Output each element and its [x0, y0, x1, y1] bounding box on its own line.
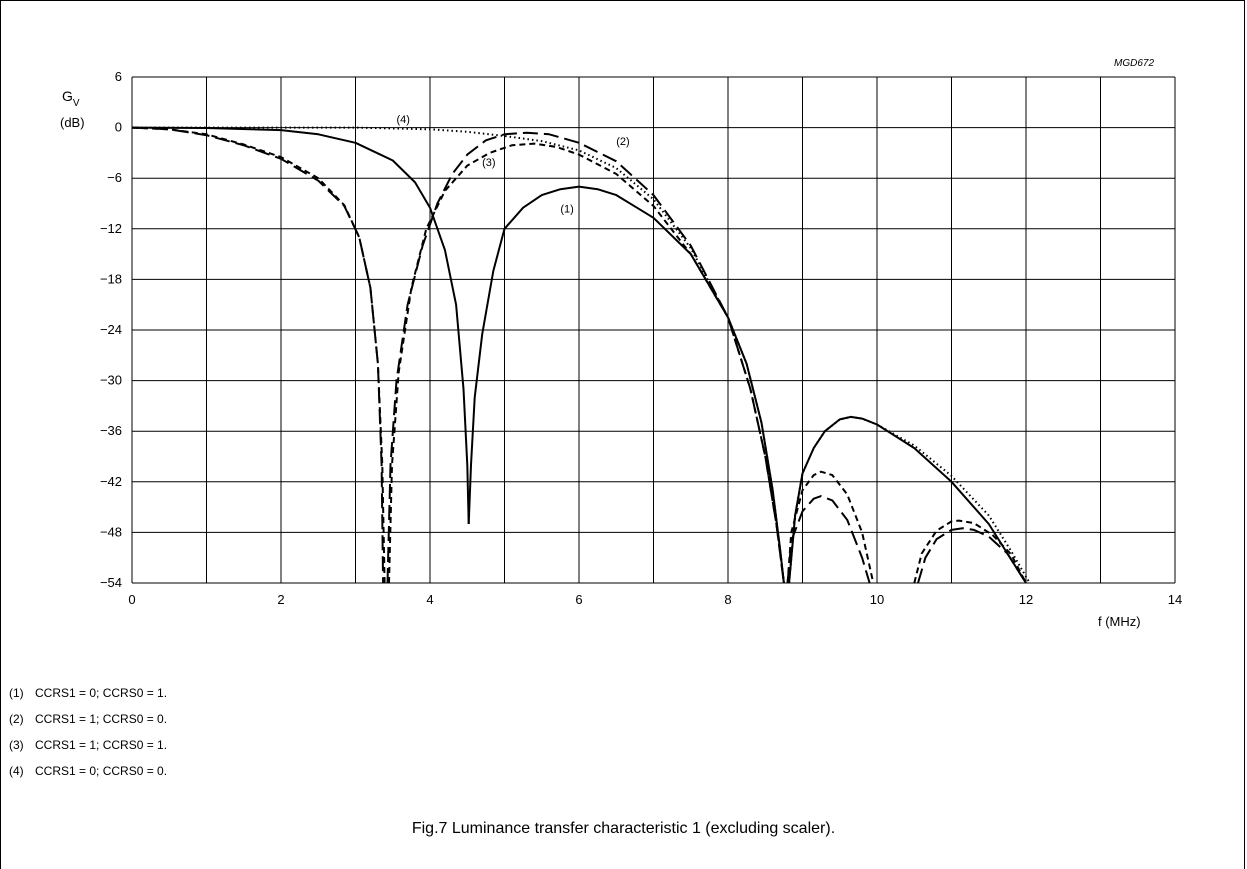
y-axis-unit: (dB) — [60, 115, 85, 130]
x-tick-label: 0 — [128, 592, 135, 607]
figure-caption: Fig.7 Luminance transfer characteristic … — [411, 820, 836, 837]
legend-item: (3) CCRS1 = 1; CCRS0 = 1. — [9, 738, 167, 752]
series-line — [131, 126, 470, 525]
series-line — [913, 519, 1027, 584]
legend-number: (2) — [9, 712, 24, 726]
chart-grid — [131, 76, 1176, 584]
legend-number: (3) — [9, 738, 24, 752]
x-tick-label: 12 — [1019, 592, 1033, 607]
legend-text: CCRS1 = 1; CCRS0 = 0. — [35, 712, 168, 726]
y-tick-label: −36 — [100, 423, 122, 438]
x-tick-label: 8 — [724, 592, 731, 607]
series-3 — [131, 126, 1027, 584]
legend-item: (1) CCRS1 = 0; CCRS0 = 1. — [9, 686, 167, 700]
x-tick-label: 14 — [1168, 592, 1182, 607]
x-tick-label: 2 — [277, 592, 284, 607]
series-line — [386, 131, 785, 584]
y-tick-label: −54 — [100, 575, 122, 590]
y-tick-label: −30 — [100, 373, 122, 388]
legend-text: CCRS1 = 1; CCRS0 = 1. — [35, 738, 168, 752]
series-line — [786, 495, 871, 584]
series-line — [131, 126, 385, 584]
y-axis-label-main: G — [62, 88, 73, 104]
series-line — [788, 415, 1031, 584]
series-line — [788, 415, 1027, 584]
series-line — [917, 527, 1027, 584]
y-tick-label: −48 — [100, 524, 122, 539]
curve-label: (4) — [396, 114, 409, 126]
chart-curves — [131, 126, 1031, 584]
y-tick-label: 6 — [115, 69, 122, 84]
y-tick-label: −6 — [107, 170, 122, 185]
legend-item: (4) CCRS1 = 0; CCRS0 = 0. — [9, 764, 167, 778]
y-tick-label: 0 — [115, 120, 122, 135]
legend-text: CCRS1 = 0; CCRS0 = 1. — [35, 686, 168, 700]
series-line — [388, 142, 785, 584]
axis-ticks: 6 0 −6 −12 −18 −24 −30 −36 −42 −48 −54 0 2 4 6 8 10 12 14 — [100, 69, 1182, 607]
y-tick-label: −12 — [100, 221, 122, 236]
series-line — [467, 185, 785, 584]
series-4 — [132, 126, 1031, 584]
curve-label: (2) — [616, 136, 629, 148]
luminance-chart: 60−6−12−18−24−30−36−42−48−540 2 4 6 8 10 12 14 … — [60, 69, 1182, 629]
curve-label: (1) — [560, 204, 573, 216]
x-tick-label: 10 — [870, 592, 884, 607]
curve-label: (3) — [482, 157, 495, 169]
y-axis-label: GV — [62, 88, 80, 109]
series-line — [131, 126, 386, 584]
y-tick-label: −18 — [100, 271, 122, 286]
figure-id: MGD672 — [1114, 58, 1155, 69]
series-line — [786, 470, 875, 584]
curve-labels: (4) (2) (3) (1) — [396, 114, 629, 215]
legend-number: (4) — [9, 764, 24, 778]
y-tick-label: −24 — [100, 322, 122, 337]
series-line — [132, 126, 785, 584]
legend-number: (1) — [9, 686, 24, 700]
x-axis-label: f (MHz) — [1098, 614, 1141, 629]
y-axis-label-sub: V — [73, 98, 80, 109]
x-tick-label: 6 — [575, 592, 582, 607]
legend-text: CCRS1 = 0; CCRS0 = 0. — [35, 764, 168, 778]
x-tick-label: 4 — [426, 592, 433, 607]
y-tick-label: −42 — [100, 474, 122, 489]
legend-item: (2) CCRS1 = 1; CCRS0 = 0. — [9, 712, 167, 726]
